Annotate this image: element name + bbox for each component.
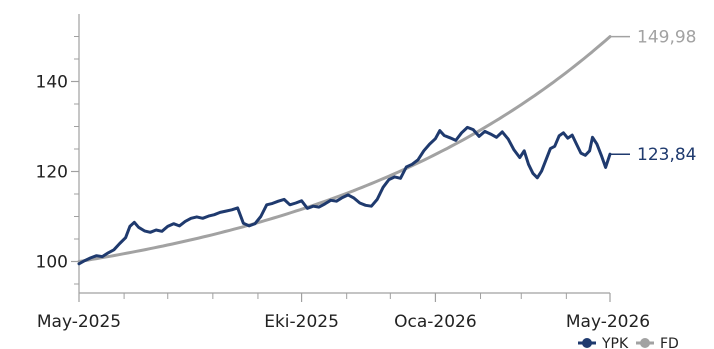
legend-label-fd: FD: [660, 336, 679, 349]
y-tick-label: 120: [36, 163, 68, 183]
series-line-ypk: [77, 125, 612, 266]
y-ticks: 100 120 140: [36, 36, 79, 285]
x-tick-label: Eki-2025: [264, 312, 339, 332]
y-tick-label: 140: [36, 73, 68, 93]
y-tick-label: 100: [36, 253, 68, 273]
axes: [78, 14, 610, 294]
series-layer: [77, 35, 612, 266]
legend: YPK FD: [578, 336, 679, 349]
x-ticks: May-2025 Eki-2025 Oca-2026 May-2026: [37, 293, 650, 332]
legend-swatch-marker: [640, 338, 650, 348]
end-labels: 149,98 123,84: [610, 28, 696, 165]
legend-swatch-marker: [582, 338, 592, 348]
end-value-label-fd: 149,98: [637, 28, 696, 48]
x-tick-label: May-2026: [566, 312, 650, 332]
legend-label-ypk: YPK: [601, 336, 629, 349]
x-tick-label: Oca-2026: [394, 312, 477, 332]
x-tick-label: May-2025: [37, 312, 121, 332]
series-line-fd: [77, 35, 612, 263]
end-value-label-ypk: 123,84: [637, 145, 696, 165]
